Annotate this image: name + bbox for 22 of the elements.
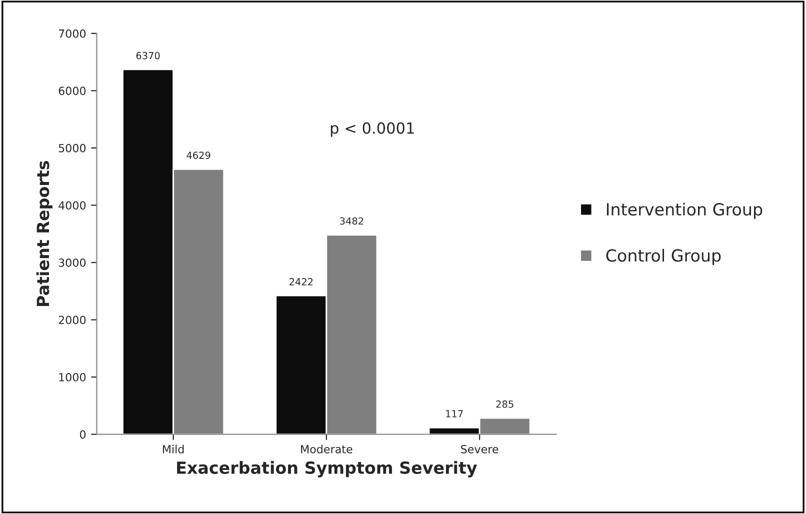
data-label: 4629 xyxy=(186,152,210,159)
y-tick-label: 5000 xyxy=(58,144,86,152)
data-label: 285 xyxy=(496,400,514,408)
y-tick-label: 1000 xyxy=(59,373,86,382)
legend-label: Intervention Group xyxy=(606,202,762,219)
y-tick-label: 0 xyxy=(80,430,86,439)
data-label: 6370 xyxy=(136,52,160,60)
data-label: 2422 xyxy=(290,278,313,286)
y-tick-label: 2000 xyxy=(58,316,86,324)
y-tick-label: 4000 xyxy=(58,201,86,210)
data-label: 117 xyxy=(446,410,463,418)
legend-label: Control Group xyxy=(606,248,721,265)
y-tick-label: 6000 xyxy=(58,86,86,96)
annotation: p < 0.0001 xyxy=(330,122,414,137)
x-tick-label: Moderate xyxy=(301,444,352,454)
data-label: 3482 xyxy=(340,217,364,225)
y-axis-title: Patient Reports xyxy=(36,161,52,306)
x-tick-label: Mild xyxy=(162,444,184,454)
y-tick-label: 3000 xyxy=(58,258,86,267)
y-tick-label: 7000 xyxy=(58,29,86,38)
x-axis-title: Exacerbation Symptom Severity xyxy=(177,461,478,478)
x-tick-label: Severe xyxy=(461,444,498,454)
